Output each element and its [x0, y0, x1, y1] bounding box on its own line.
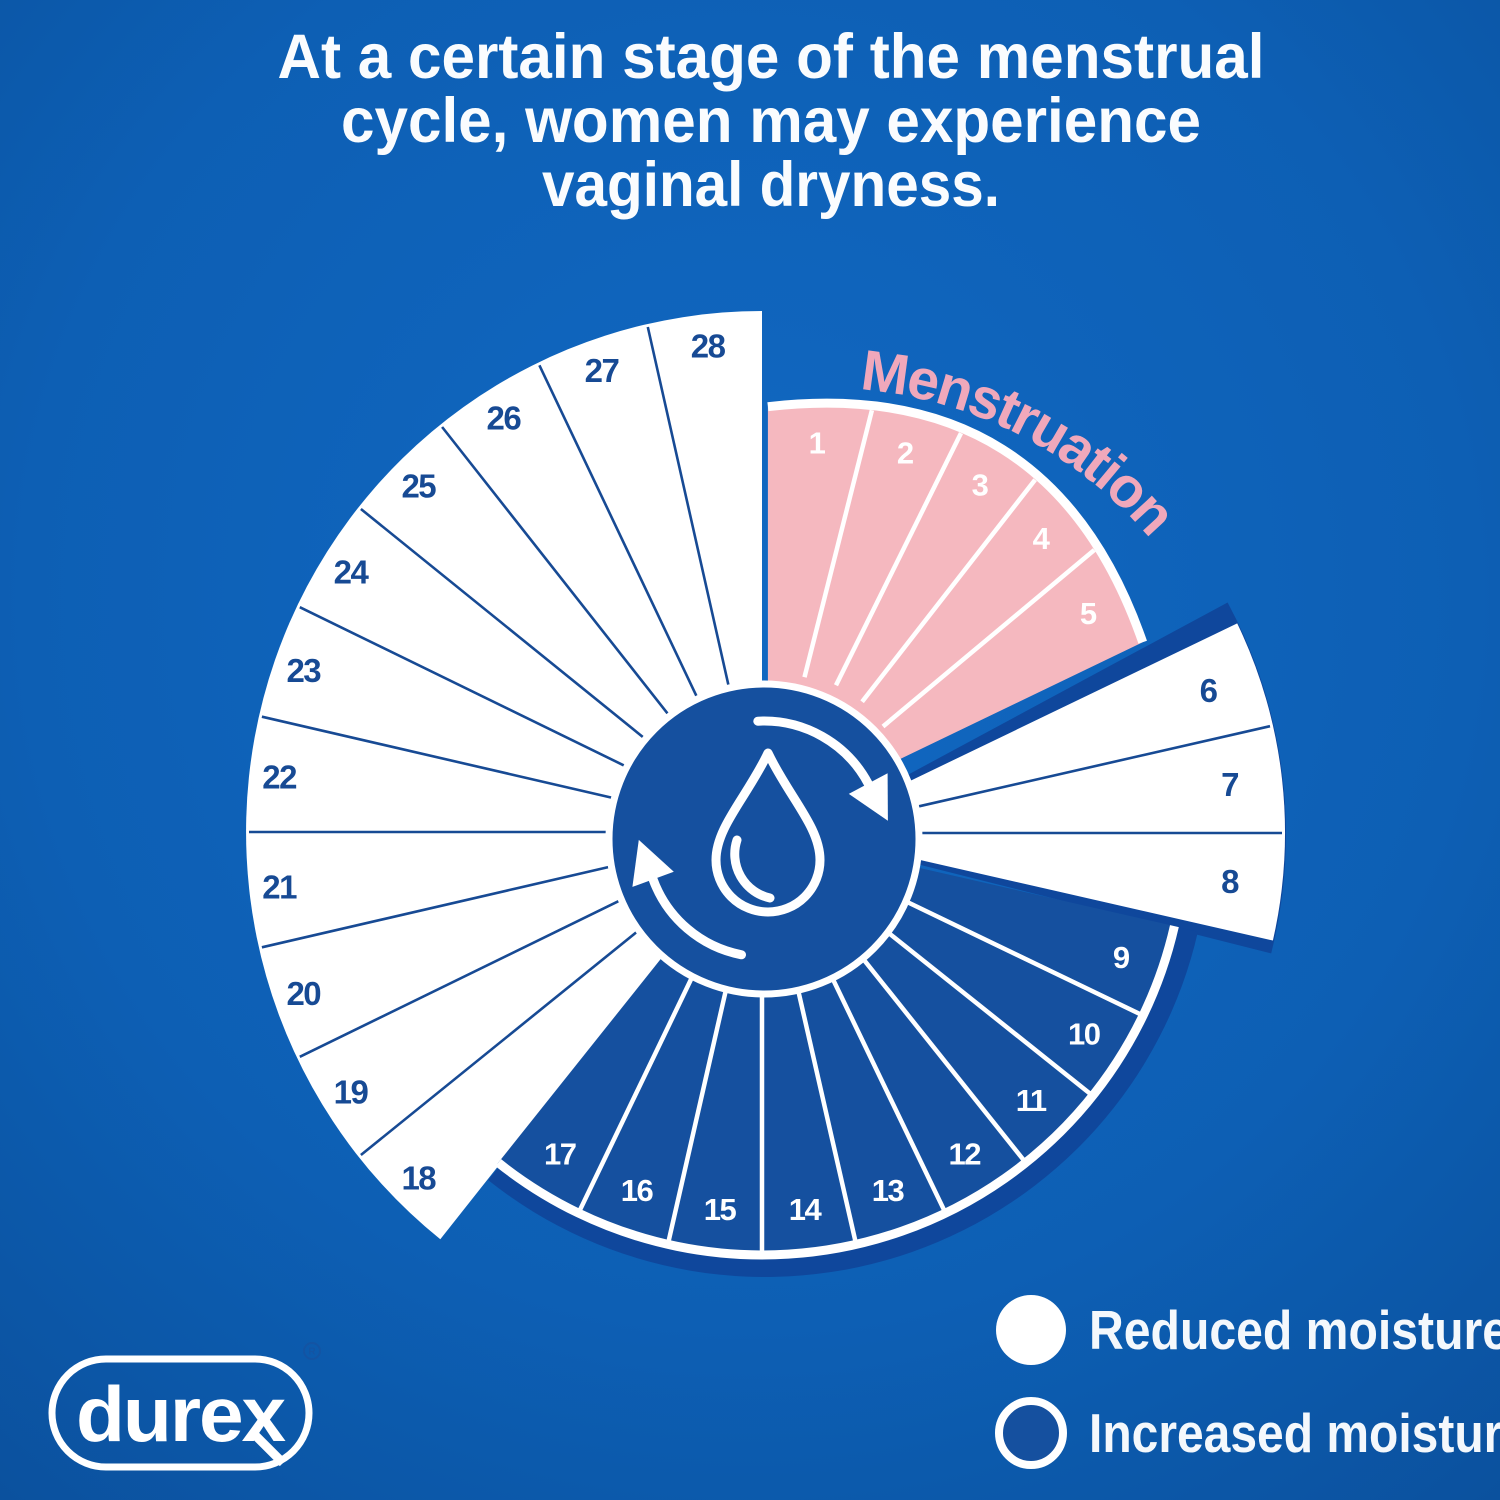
svg-text:8: 8	[1221, 863, 1239, 900]
svg-text:22: 22	[262, 759, 297, 796]
svg-text:18: 18	[401, 1159, 436, 1196]
svg-text:21: 21	[262, 868, 297, 905]
svg-text:16: 16	[621, 1173, 654, 1208]
svg-text:R: R	[308, 1347, 316, 1358]
svg-text:3: 3	[972, 467, 989, 502]
svg-text:5: 5	[1080, 596, 1097, 631]
svg-text:2: 2	[897, 436, 914, 471]
svg-text:15: 15	[704, 1192, 737, 1227]
svg-text:At a certain stage of the mens: At a certain stage of the menstrual	[278, 22, 1265, 92]
svg-text:23: 23	[286, 652, 321, 689]
svg-text:Increased moisture: Increased moisture	[1089, 1402, 1500, 1464]
svg-text:26: 26	[487, 400, 522, 437]
svg-text:24: 24	[334, 553, 370, 590]
svg-text:vaginal dryness.: vaginal dryness.	[542, 150, 1000, 220]
svg-text:4: 4	[1033, 521, 1051, 556]
svg-text:17: 17	[544, 1136, 576, 1171]
svg-text:25: 25	[401, 468, 436, 505]
svg-text:Reduced moisture: Reduced moisture	[1089, 1299, 1500, 1361]
svg-text:20: 20	[286, 975, 320, 1012]
svg-text:12: 12	[948, 1136, 980, 1171]
svg-text:durex: durex	[76, 1370, 286, 1458]
svg-text:13: 13	[872, 1173, 905, 1208]
svg-text:19: 19	[334, 1074, 369, 1111]
svg-text:6: 6	[1200, 672, 1218, 709]
svg-text:10: 10	[1068, 1017, 1100, 1052]
svg-text:9: 9	[1113, 940, 1130, 975]
svg-text:11: 11	[1016, 1083, 1047, 1118]
svg-text:27: 27	[585, 352, 619, 389]
svg-text:28: 28	[691, 328, 726, 365]
svg-text:1: 1	[809, 426, 826, 461]
svg-text:cycle, women may experience: cycle, women may experience	[341, 86, 1201, 156]
svg-text:7: 7	[1221, 766, 1239, 803]
svg-text:14: 14	[789, 1192, 823, 1227]
